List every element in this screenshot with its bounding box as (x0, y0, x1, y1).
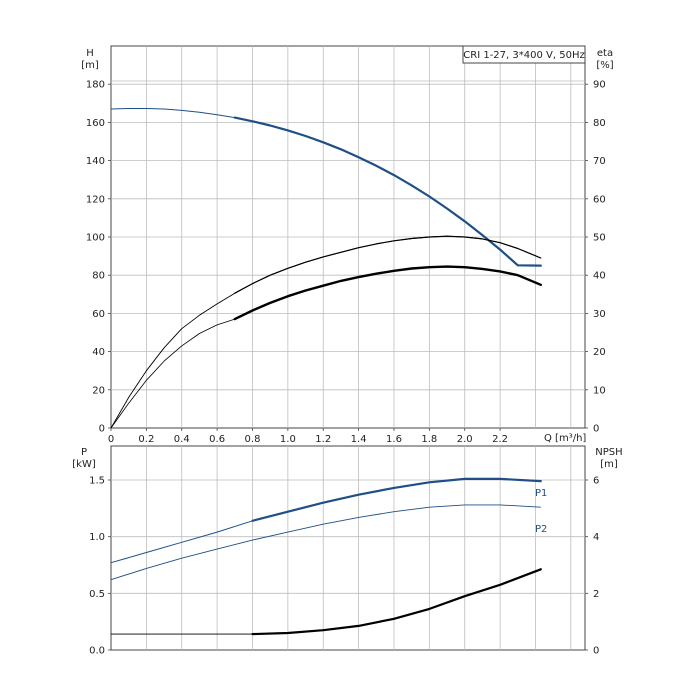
y-left-tick-label: 160 (86, 118, 105, 129)
x-tick-label: 1.0 (280, 434, 296, 445)
legend-box: CRI 1-27, 3*400 V, 50Hz (462, 45, 586, 64)
x-tick-label: 0 (108, 434, 114, 445)
h-axis-label: H (86, 48, 94, 59)
x-tick-label: 2.0 (457, 434, 473, 445)
y-right-tick-label: 0 (593, 646, 599, 657)
y-right-tick-label: 40 (593, 271, 606, 282)
y-left-tick-label: 1.0 (89, 532, 105, 543)
y-right-tick-label: 4 (593, 532, 599, 543)
p-axis-unit: [kW] (72, 459, 96, 470)
eta-axis-label: eta (597, 48, 613, 59)
y-left-tick-label: 180 (86, 80, 105, 91)
x-tick-label: 1.4 (351, 434, 367, 445)
y-right-tick-label: 20 (593, 347, 606, 358)
q-axis-label: Q [m³/h] (544, 433, 586, 444)
y-left-tick-label: 1.5 (89, 476, 105, 487)
top-series (110, 108, 542, 429)
y-left-tick-label: 100 (86, 233, 105, 244)
x-tick-label: 0.8 (245, 434, 261, 445)
bottom-series-1-line (110, 504, 541, 581)
top-series-0-operating-range (233, 116, 542, 267)
npsh-axis-label: NPSH (595, 447, 622, 458)
bottom-series (110, 477, 542, 636)
y-right-tick-label: 90 (593, 80, 606, 91)
y-left-tick-label: 120 (86, 194, 105, 205)
y-right-tick-label: 6 (593, 476, 599, 487)
x-tick-label: 1.6 (386, 434, 402, 445)
top-y-left-ticks: 0 20 40 60 80 100 120 140 160 180 (86, 80, 111, 435)
y-left-tick-label: 40 (92, 347, 105, 358)
bottom-y-left-ticks: 0.0 0.5 1.0 1.5 (89, 476, 111, 657)
y-left-tick-label: 20 (92, 385, 105, 396)
top-y-right-ticks: 0 10 20 30 40 50 60 70 80 90 (585, 80, 606, 435)
x-tick-label: 1.2 (315, 434, 331, 445)
bottom-series-2-operating-range (251, 568, 542, 636)
eta-axis-unit: [%] (596, 60, 613, 71)
y-left-tick-label: 140 (86, 156, 105, 167)
x-tick-label: 0.6 (209, 434, 225, 445)
top-panel: 0 0.2 0.4 0.6 0.8 1.0 1.2 1.4 1.6 1.8 2.0 2.2 0 20 40… (81, 45, 614, 445)
bottom-panel: 0.0 0.5 1.0 1.5 0 2 4 6 P [kW] NPSH [m] P1 P2 (72, 445, 623, 657)
x-tick-label: 1.8 (421, 434, 437, 445)
bottom-series-0-operating-range (251, 477, 542, 522)
y-right-tick-label: 0 (593, 424, 599, 435)
y-right-tick-label: 60 (593, 194, 606, 205)
legend-text: CRI 1-27, 3*400 V, 50Hz (463, 50, 584, 61)
x-tick-label: 2.2 (492, 434, 508, 445)
y-right-tick-label: 50 (593, 233, 606, 244)
npsh-axis-unit: [m] (600, 459, 618, 470)
y-left-tick-label: 0 (99, 424, 105, 435)
p2-curve-label: P2 (535, 524, 547, 535)
top-series-1-operating-range (234, 235, 542, 294)
y-right-tick-label: 2 (593, 589, 599, 600)
y-right-tick-label: 10 (593, 385, 606, 396)
y-left-tick-label: 80 (92, 271, 105, 282)
bottom-y-right-ticks: 0 2 4 6 (585, 476, 599, 657)
y-left-tick-label: 60 (92, 309, 105, 320)
x-tick-label: 0.4 (174, 434, 190, 445)
legend-frame (462, 45, 586, 64)
h-axis-unit: [m] (81, 60, 99, 71)
y-right-tick-label: 30 (593, 309, 606, 320)
p1-curve-label: P1 (535, 488, 547, 499)
top-x-ticks: 0 0.2 0.4 0.6 0.8 1.0 1.2 1.4 1.6 1.8 2.0 2.2 (108, 428, 508, 445)
y-left-tick-label: 0.5 (89, 589, 105, 600)
x-tick-label: 0.2 (138, 434, 154, 445)
y-left-tick-label: 0.0 (89, 646, 105, 657)
y-right-tick-label: 80 (593, 118, 606, 129)
y-right-tick-label: 70 (593, 156, 606, 167)
p-axis-label: P (81, 447, 87, 458)
top-series-2-operating-range (233, 265, 542, 321)
